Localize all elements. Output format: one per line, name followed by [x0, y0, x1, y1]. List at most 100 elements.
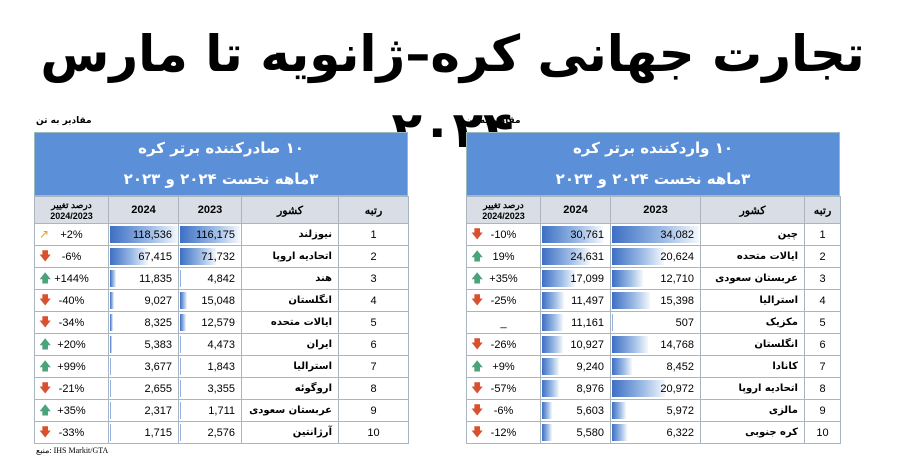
value-2024: 24,631 [570, 250, 604, 263]
change-value: -10% [490, 228, 517, 241]
value-2023-cell: 1,711 [178, 399, 242, 422]
value-2023: 4,842 [207, 272, 235, 285]
exporters-table: درصد تغییر 2024/2023 2024 2023 کشور رتبه… [34, 196, 409, 444]
change-value: 19% [492, 250, 515, 263]
arrow-down-icon: 🡇 [39, 425, 52, 439]
data-bar [612, 270, 644, 287]
column-header-rank: رتبه [804, 196, 841, 224]
table-row: 🡇 -34% 8,325 12,579 ایالات متحده 5 [34, 311, 409, 334]
change-cell: 🡇 -10% [466, 223, 541, 246]
change-value: -33% [58, 426, 85, 439]
data-bar [180, 380, 181, 397]
data-bar [612, 292, 651, 309]
data-bar [542, 380, 559, 397]
exporters-heading-line1: ۱۰ صادرکننده برتر کره [138, 139, 304, 157]
data-bar [110, 358, 111, 375]
data-bar [612, 226, 700, 243]
column-header-country: کشور [700, 196, 805, 224]
rank-number: 6 [804, 333, 841, 356]
table-row: 🡅 +20% 5,383 4,473 ایران 6 [34, 333, 409, 356]
rank-number: 8 [804, 377, 841, 400]
table-row: 🡅 +144% 11,835 4,842 هند 3 [34, 267, 409, 290]
country-name: انگلستان [700, 333, 805, 356]
value-2023: 15,048 [201, 294, 235, 307]
value-2023-cell: 15,048 [178, 289, 242, 312]
data-bar [180, 314, 186, 331]
change-cell: 🡇 -21% [34, 377, 109, 400]
country-name: انگلستان [241, 289, 339, 312]
change-cell: 🡇 -34% [34, 311, 109, 334]
rank-number: 4 [338, 289, 409, 312]
value-2023-cell: 6,322 [610, 421, 701, 444]
table-row: 🡇 -26% 10,927 14,768 انگلستان 6 [466, 333, 841, 356]
arrow-down-icon: 🡇 [471, 293, 484, 307]
data-bar [180, 336, 182, 353]
value-2023-cell: 507 [610, 311, 701, 334]
value-2023: 116,175 [196, 228, 235, 241]
value-2024: 8,325 [144, 316, 172, 329]
rank-number: 3 [338, 267, 409, 290]
arrow-up-icon: 🡅 [471, 271, 484, 285]
country-name: نیوزلند [241, 223, 339, 246]
value-2023: 3,355 [207, 382, 235, 395]
arrow-up-icon: 🡅 [39, 359, 52, 373]
value-2023-cell: 3,355 [178, 377, 242, 400]
column-header-2024: 2024 [540, 196, 611, 224]
change-value: +35% [57, 404, 86, 417]
country-name: کره جنوبی [700, 421, 805, 444]
change-cell: 🡇 -6% [466, 399, 541, 422]
value-2023-cell: 4,473 [178, 333, 242, 356]
data-bar [542, 314, 564, 331]
arrow-up-icon: 🡅 [39, 271, 52, 285]
data-bar [542, 402, 552, 419]
rank-number: 5 [804, 311, 841, 334]
value-2023: 8,452 [666, 360, 694, 373]
country-name: مالزی [700, 399, 805, 422]
value-2024-cell: 30,761 [540, 223, 611, 246]
data-bar [542, 270, 576, 287]
data-bar [180, 292, 187, 309]
change-cell: _ [466, 311, 541, 334]
country-name: هند [241, 267, 339, 290]
country-name: ایالات متحده [241, 311, 339, 334]
value-2023: 20,624 [660, 250, 694, 263]
data-bar [180, 402, 181, 419]
data-bar [110, 270, 116, 287]
page-title: تجارت جهانی کره–ژانویه تا مارس ۲۰۲۴ [40, 25, 865, 159]
change-value: -6% [493, 404, 514, 417]
change-value: -25% [490, 294, 517, 307]
change-value: -12% [490, 426, 517, 439]
value-2023: 20,972 [660, 382, 694, 395]
change-value: +2% [60, 228, 83, 241]
table-row: 🡅 +35% 17,099 12,710 عربستان سعودی 3 [466, 267, 841, 290]
country-name: عربستان سعودی [241, 399, 339, 422]
value-2023-cell: 5,972 [610, 399, 701, 422]
change-cell: 🡇 -33% [34, 421, 109, 444]
value-2024-cell: 11,161 [540, 311, 611, 334]
value-2023: 1,711 [208, 404, 235, 417]
value-2023: 1,843 [207, 360, 235, 373]
value-2024: 1,715 [144, 426, 172, 439]
value-2023: 4,473 [207, 338, 235, 351]
value-2024: 5,383 [144, 338, 172, 351]
change-cell: 🡅 +144% [34, 267, 109, 290]
change-value: -6% [61, 250, 82, 263]
data-bar [110, 380, 111, 397]
country-name: اروگوئه [241, 377, 339, 400]
arrow-down-icon: 🡇 [471, 425, 484, 439]
value-2024: 9,240 [576, 360, 604, 373]
rank-number: 2 [804, 245, 841, 268]
value-2023-cell: 12,579 [178, 311, 242, 334]
value-2024: 5,580 [576, 426, 604, 439]
rank-number: 1 [804, 223, 841, 246]
data-bar [110, 402, 111, 419]
table-row: _ 11,161 507 مکزیک 5 [466, 311, 841, 334]
change-value: _ [500, 316, 507, 329]
arrow-down-icon: 🡇 [471, 337, 484, 351]
data-bar [110, 248, 148, 265]
value-2024-cell: 5,603 [540, 399, 611, 422]
value-2024-cell: 24,631 [540, 245, 611, 268]
change-cell: 🡅 +20% [34, 333, 109, 356]
country-name: استرالیا [700, 289, 805, 312]
data-bar [180, 248, 216, 265]
